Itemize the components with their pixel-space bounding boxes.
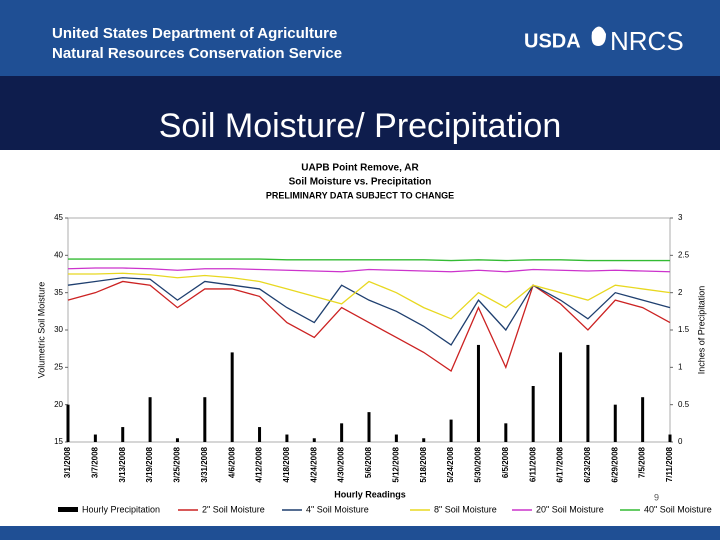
agency: United States Department of Agriculture xyxy=(52,25,337,42)
legend-label: 8" Soil Moisture xyxy=(434,504,497,514)
precip-bar xyxy=(367,412,371,442)
x-tick-label: 6/11/2008 xyxy=(528,446,537,482)
slide-title: Soil Moisture/ Precipitation xyxy=(159,107,562,145)
content-area xyxy=(0,150,720,526)
y2-axis-label: Inches of Precipitation xyxy=(696,286,706,375)
precip-bar xyxy=(230,352,234,442)
precip-bar xyxy=(258,427,262,442)
precip-bar xyxy=(121,427,125,442)
legend-label: 2" Soil Moisture xyxy=(202,504,265,514)
x-tick-label: 5/12/2008 xyxy=(391,446,400,482)
precip-bar xyxy=(175,438,179,442)
x-tick-label: 5/18/2008 xyxy=(419,446,428,482)
precip-bar xyxy=(559,352,563,442)
moisture-line xyxy=(67,267,671,273)
x-tick-label: 4/12/2008 xyxy=(255,446,264,482)
x-axis-label: Hourly Readings xyxy=(334,489,406,499)
precip-bar xyxy=(148,397,152,442)
precip-bar xyxy=(285,434,289,442)
y2-tick-label: 0 xyxy=(678,437,683,446)
moisture-line xyxy=(68,258,670,262)
y-tick-label: 40 xyxy=(54,250,63,259)
legend-label: 40" Soil Moisture xyxy=(644,504,712,514)
y2-tick-label: 1.5 xyxy=(678,325,690,334)
precip-bar xyxy=(394,434,398,442)
precip-bar xyxy=(312,438,316,442)
precip-bar xyxy=(340,423,344,442)
x-tick-label: 4/30/2008 xyxy=(337,446,346,482)
y2-tick-label: 2.5 xyxy=(678,250,690,259)
precip-bar xyxy=(504,423,508,442)
y-tick-label: 15 xyxy=(54,437,63,446)
legend-label: Hourly Precipitation xyxy=(82,504,160,514)
legend-label: 4" Soil Moisture xyxy=(306,504,369,514)
footer-band xyxy=(0,526,720,540)
x-tick-label: 6/23/2008 xyxy=(583,446,592,482)
precip-bar xyxy=(613,404,617,442)
moisture-line xyxy=(67,277,671,346)
x-tick-label: 4/6/2008 xyxy=(227,446,236,478)
precip-bar xyxy=(203,397,207,442)
title-band xyxy=(0,76,720,150)
precip-bar xyxy=(422,438,426,442)
logo-nrcs: NRCS xyxy=(610,26,684,56)
x-tick-label: 4/18/2008 xyxy=(282,446,291,482)
y2-tick-label: 2 xyxy=(678,288,683,297)
moisture-line xyxy=(68,272,671,320)
x-tick-label: 3/25/2008 xyxy=(173,446,182,482)
chart-subtitle: Soil Moisture vs. Precipitation xyxy=(289,177,432,188)
legend-label: 20" Soil Moisture xyxy=(536,504,604,514)
x-tick-label: 7/11/2008 xyxy=(665,446,674,482)
y-tick-label: 45 xyxy=(54,213,63,222)
page-number: 9 xyxy=(654,492,659,502)
x-tick-label: 5/6/2008 xyxy=(364,446,373,478)
y-axis-label: Volumetric Soil Moisture xyxy=(36,282,46,379)
precip-bar xyxy=(531,386,535,442)
y2-tick-label: 0.5 xyxy=(678,400,690,409)
x-tick-label: 3/1/2008 xyxy=(63,446,72,478)
y-tick-label: 25 xyxy=(54,362,63,371)
x-tick-label: 5/24/2008 xyxy=(446,446,455,482)
x-tick-label: 3/19/2008 xyxy=(145,446,154,482)
x-tick-label: 5/30/2008 xyxy=(474,446,483,482)
precip-bar xyxy=(449,419,453,442)
y2-tick-label: 3 xyxy=(678,213,683,222)
x-tick-label: 6/5/2008 xyxy=(501,446,510,478)
precip-bar xyxy=(668,434,672,442)
chart-title: UAPB Point Remove, AR xyxy=(301,163,419,174)
precip-bar xyxy=(476,344,480,442)
x-tick-label: 3/7/2008 xyxy=(90,446,99,478)
service: Natural Resources Conservation Service xyxy=(52,45,342,62)
logo-usda: USDA xyxy=(524,30,581,52)
precip-bar xyxy=(586,344,590,442)
y-tick-label: 20 xyxy=(54,400,63,409)
x-tick-label: 6/29/2008 xyxy=(610,446,619,482)
legend-swatch xyxy=(58,507,78,512)
moisture-line xyxy=(67,280,671,373)
chart-note: PRELIMINARY DATA SUBJECT TO CHANGE xyxy=(266,190,454,200)
precip-bar xyxy=(641,397,645,442)
y-tick-label: 30 xyxy=(54,325,63,334)
drop-icon xyxy=(591,26,606,46)
precip-bar xyxy=(66,404,70,442)
x-tick-label: 6/17/2008 xyxy=(556,446,565,482)
y2-tick-label: 1 xyxy=(678,362,683,371)
x-tick-label: 7/5/2008 xyxy=(638,446,647,478)
y-tick-label: 35 xyxy=(54,288,63,297)
x-tick-label: 3/13/2008 xyxy=(118,446,127,482)
precip-bar xyxy=(93,434,97,442)
x-tick-label: 3/31/2008 xyxy=(200,446,209,482)
x-tick-label: 4/24/2008 xyxy=(309,446,318,482)
